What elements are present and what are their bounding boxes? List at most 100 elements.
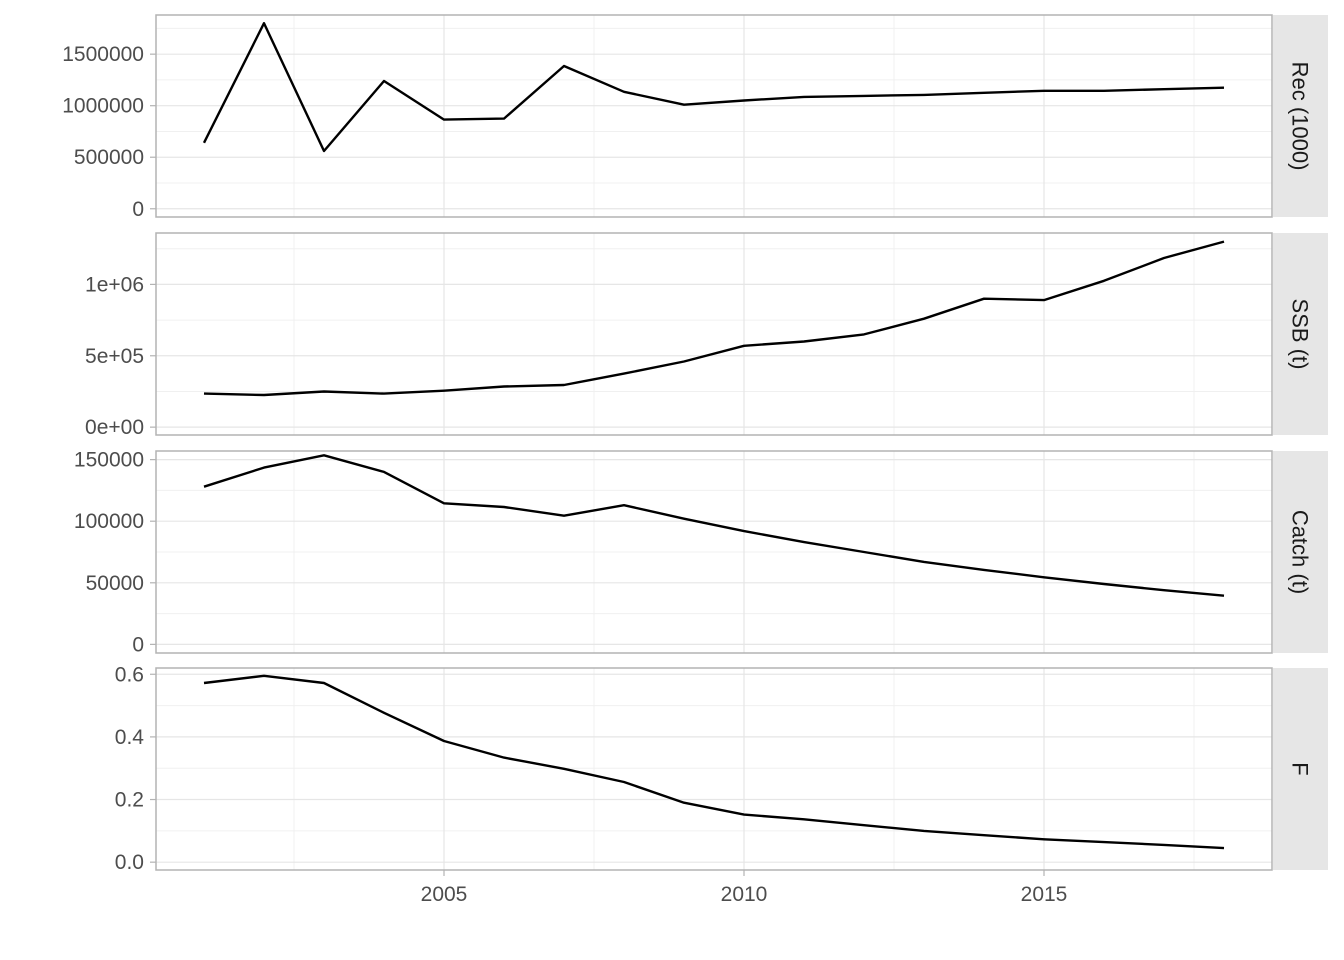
facet-strip-label: SSB (t) [1288, 299, 1313, 370]
facet-strip [1273, 668, 1328, 870]
panel-border [155, 232, 1273, 436]
data-point [742, 344, 746, 348]
panel-background [156, 668, 1272, 870]
data-point [742, 99, 746, 103]
data-point [442, 389, 446, 393]
series-line-f [203, 674, 1225, 850]
data-point [322, 453, 326, 457]
panel-background [156, 15, 1272, 217]
data-point [1042, 89, 1046, 93]
data-point [982, 568, 986, 572]
data-point [322, 681, 326, 685]
data-point [622, 503, 626, 507]
data-point [1102, 582, 1106, 586]
x-tick-label: 2010 [721, 883, 768, 906]
panel-f: 0.0 0.2 0.4 0.6 F [115, 663, 1328, 874]
facet-strip [1273, 233, 1328, 435]
data-point [1222, 86, 1226, 90]
data-point [742, 813, 746, 817]
y-tick-label: 1000000 [62, 95, 144, 118]
data-point [202, 681, 206, 685]
data-point [1162, 588, 1166, 592]
facet-strip-label: Catch (t) [1288, 510, 1313, 594]
data-point [862, 332, 866, 336]
series-line-catch-t [203, 454, 1225, 597]
x-axis: 2005 2010 2015 [421, 870, 1068, 906]
data-point [1162, 87, 1166, 91]
panel-ssb-t: 0e+00 5e+05 1e+06 SSB (t) [85, 232, 1328, 439]
data-point [682, 517, 686, 521]
y-tick-label: 500000 [74, 146, 144, 169]
series-line-ssb-t [203, 240, 1225, 397]
data-point [202, 141, 206, 145]
data-point [262, 21, 266, 25]
data-point [802, 339, 806, 343]
data-point [622, 780, 626, 784]
y-tick-label: 1500000 [62, 43, 144, 66]
series-line-rec-1000 [202, 22, 1225, 153]
data-point [1222, 240, 1226, 244]
data-point [562, 64, 566, 68]
facet-strip [1273, 15, 1328, 217]
data-point [262, 674, 266, 678]
data-point [442, 501, 446, 505]
data-point [382, 711, 386, 715]
data-point [562, 383, 566, 387]
data-point [1102, 89, 1106, 93]
data-point [1042, 575, 1046, 579]
data-point [262, 393, 266, 397]
data-point [682, 801, 686, 805]
y-tick-label: 0.4 [115, 726, 145, 749]
data-point [202, 485, 206, 489]
data-point [802, 95, 806, 99]
y-tick-label: 0.0 [115, 851, 144, 874]
data-point [442, 118, 446, 122]
y-tick-label: 0 [132, 633, 144, 656]
y-tick-label: 0e+00 [85, 416, 144, 439]
data-point [742, 529, 746, 533]
data-point [322, 389, 326, 393]
data-point [982, 297, 986, 301]
data-point [1102, 279, 1106, 283]
data-point [502, 505, 506, 509]
data-point [922, 93, 926, 97]
data-point [502, 756, 506, 760]
data-point [1102, 840, 1106, 844]
data-point [322, 149, 326, 153]
data-point [1222, 594, 1226, 598]
y-tick-label: 0.2 [115, 789, 144, 812]
panel-border [155, 667, 1273, 871]
data-point [1162, 843, 1166, 847]
data-point [802, 817, 806, 821]
data-point [622, 372, 626, 376]
data-point [682, 359, 686, 363]
x-tick-label: 2005 [421, 883, 468, 906]
data-point [802, 540, 806, 544]
data-point [382, 470, 386, 474]
panel-catch-t: 0 50000 100000 150000 Catch (t) [74, 449, 1328, 656]
panel-border [155, 14, 1273, 218]
panel-border [155, 450, 1273, 654]
data-point [382, 392, 386, 396]
facet-strip-label: Rec (1000) [1288, 62, 1313, 171]
x-tick-label: 2015 [1021, 883, 1068, 906]
data-point [562, 514, 566, 518]
data-point [502, 384, 506, 388]
y-tick-label: 0.6 [115, 663, 144, 686]
y-tick-label: 1e+06 [85, 273, 144, 296]
data-point [562, 767, 566, 771]
data-point [982, 91, 986, 95]
data-point [922, 317, 926, 321]
data-point [862, 823, 866, 827]
data-point [1222, 846, 1226, 850]
facet-strip [1273, 451, 1328, 653]
data-point [262, 466, 266, 470]
facet-strip-label: F [1288, 762, 1313, 775]
y-tick-label: 100000 [74, 510, 144, 533]
data-point [922, 560, 926, 564]
data-point [1042, 837, 1046, 841]
data-point [862, 550, 866, 554]
panel-rec-1000: 0 500000 1000000 1500000 Rec (1000) [62, 14, 1328, 221]
